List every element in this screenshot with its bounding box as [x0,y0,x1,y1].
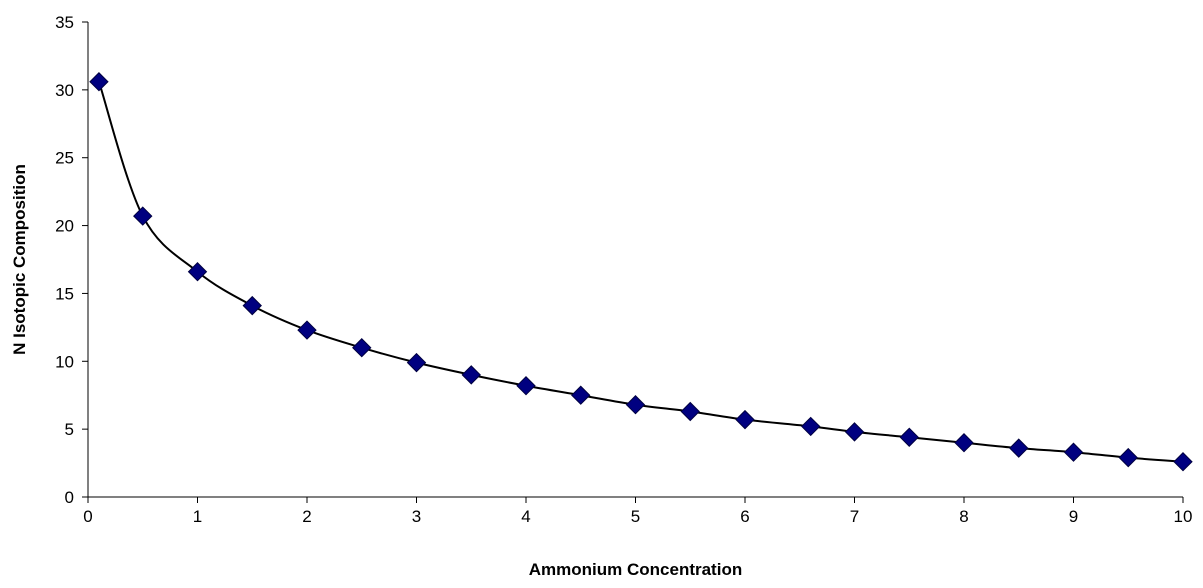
x-tick-label: 7 [850,507,859,526]
data-point-marker [1063,442,1084,462]
data-point-marker [954,433,974,453]
x-tick-label: 4 [521,507,530,526]
y-tick-label: 10 [55,352,74,371]
data-point-marker [625,395,646,415]
x-tick-label: 5 [631,507,640,526]
data-point-marker [571,385,591,405]
series-trendline [97,81,1184,463]
y-tick-label: 35 [55,13,74,32]
data-point-marker [406,352,427,373]
data-point-marker [680,401,700,422]
data-point-marker [461,365,481,385]
y-tick-label: 30 [55,81,74,100]
x-tick-label: 9 [1069,507,1078,526]
x-tick-label: 0 [83,507,92,526]
data-point-marker [133,206,153,226]
trendline-layer [97,81,1184,463]
x-tick-label: 8 [959,507,968,526]
x-tick-label: 1 [193,507,202,526]
data-point-marker [516,376,536,396]
data-point-marker [1118,447,1138,468]
data-point-marker [242,295,262,316]
data-point-marker [352,338,372,358]
y-tick-label: 25 [55,149,74,168]
data-point-marker [899,427,919,447]
x-tick-label: 2 [302,507,311,526]
y-tick-label: 20 [55,217,74,236]
y-tick-label: 15 [55,284,74,303]
x-axis-title: Ammonium Concentration [529,560,742,579]
markers-layer [89,72,1193,472]
x-tick-label: 10 [1174,507,1193,526]
axes-layer: 0 5 10 15 20 25 30 35 0 1 2 3 4 5 6 7 8 9 10 [55,13,1192,526]
y-axis-title: N Isotopic Composition [10,164,29,355]
y-tick-label: 5 [65,420,74,439]
x-tick-label: 6 [740,507,749,526]
data-point-marker [800,416,821,437]
data-point-marker [1009,438,1029,458]
data-point-marker [187,262,208,282]
data-point-marker [844,422,865,442]
data-point-marker [89,72,109,92]
data-point-marker [735,409,755,430]
data-point-marker [1173,452,1193,472]
data-point-marker [297,320,317,340]
x-tick-label: 3 [412,507,421,526]
y-tick-label: 0 [65,488,74,507]
